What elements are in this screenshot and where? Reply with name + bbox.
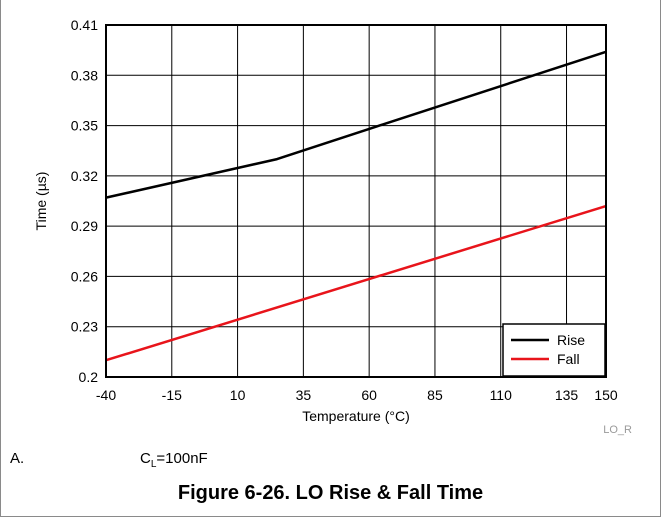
y-tick-label: 0.32 bbox=[71, 168, 98, 184]
y-tick-label: 0.23 bbox=[71, 319, 98, 335]
footnote-subscript: L bbox=[150, 459, 157, 470]
x-axis-ticks: -40 -15 10 35 60 85 110 135 150 bbox=[96, 387, 618, 403]
x-tick-label: -15 bbox=[162, 387, 182, 403]
series-lines bbox=[105, 50, 607, 362]
figure-caption: Figure 6-26. LO Rise & Fall Time bbox=[177, 482, 484, 504]
y-tick-label: 0.41 bbox=[71, 17, 98, 33]
graph-code-label: LO_R bbox=[603, 424, 632, 436]
x-axis-title: Temperature (°C) bbox=[302, 408, 410, 424]
y-tick-label: 0.26 bbox=[71, 268, 98, 284]
y-tick-label: 0.38 bbox=[71, 67, 98, 83]
legend-box bbox=[502, 323, 606, 377]
plot-area-border bbox=[105, 24, 607, 378]
x-tick-label: -40 bbox=[96, 387, 116, 403]
y-axis-ticks: 0.2 0.23 0.26 0.29 0.32 0.35 0.38 0.41 bbox=[71, 17, 98, 385]
y-tick-label: 0.35 bbox=[71, 118, 98, 134]
x-tick-label: 85 bbox=[427, 387, 443, 403]
y-tick-label: 0.2 bbox=[79, 369, 99, 385]
x-tick-label: 150 bbox=[594, 387, 618, 403]
series-line-rise bbox=[105, 50, 607, 199]
y-tick-label: 0.29 bbox=[71, 218, 98, 234]
x-tick-label: 10 bbox=[230, 387, 246, 403]
x-tick-label: 110 bbox=[490, 387, 513, 403]
footnote-prefix: C bbox=[140, 450, 151, 467]
footnote-suffix: =100nF bbox=[156, 450, 208, 467]
line-chart: -40 -15 10 35 60 85 110 135 150 0.20.230.260.290… bbox=[33, 17, 632, 436]
footnote-text: CL=100nF bbox=[140, 450, 208, 470]
footnote-letter: A. bbox=[10, 450, 25, 467]
legend-label-rise: Rise bbox=[557, 332, 585, 348]
legend: Rise Fall bbox=[502, 323, 606, 377]
legend-label-fall: Fall bbox=[557, 351, 580, 367]
series-line-fall bbox=[105, 204, 607, 362]
x-tick-label: 135 bbox=[555, 387, 579, 403]
y-axis-title: Time (µs) bbox=[33, 172, 49, 231]
x-tick-label: 60 bbox=[361, 387, 377, 403]
x-tick-label: 35 bbox=[296, 387, 312, 403]
